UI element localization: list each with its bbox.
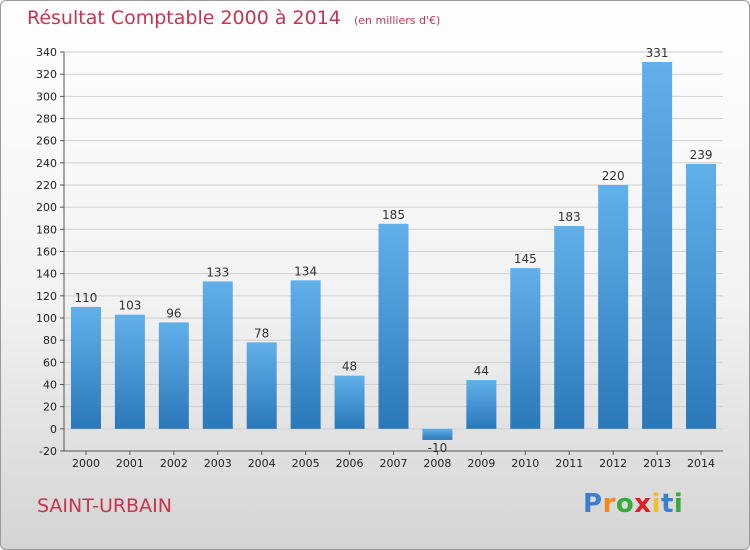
data-label: 110 xyxy=(75,291,98,305)
bar-2009 xyxy=(466,380,497,429)
data-label: 103 xyxy=(118,299,141,313)
place-name: SAINT-URBAIN xyxy=(37,495,172,517)
y-tick-label: 0 xyxy=(50,423,57,436)
bar-2008 xyxy=(422,428,453,440)
data-label: 220 xyxy=(602,169,625,183)
data-labels: 110 103 96 133 78 134 48 185 -10 44 145 183 220 331 23… xyxy=(75,46,713,455)
y-tick-label: 320 xyxy=(36,68,57,81)
brand-letter: i xyxy=(651,489,661,519)
y-tick-label: 20 xyxy=(43,401,57,414)
brand-logo: Proxiti xyxy=(583,489,683,519)
data-label: 133 xyxy=(206,265,229,279)
x-tick-label: 2001 xyxy=(116,457,144,470)
y-tick-label: 240 xyxy=(36,157,57,170)
brand-letter: i xyxy=(673,489,684,519)
bar-2007 xyxy=(378,223,409,429)
data-label: 331 xyxy=(646,46,669,60)
y-tick-label: 140 xyxy=(36,268,57,281)
bar-2004 xyxy=(246,342,277,429)
y-tick-label: 300 xyxy=(36,90,57,103)
y-tick-label: 80 xyxy=(43,334,57,347)
x-tick-label: 2002 xyxy=(160,457,188,470)
y-tick-label: 100 xyxy=(36,312,57,325)
data-label: 185 xyxy=(382,208,405,222)
bar-2013 xyxy=(642,61,673,429)
y-tick-label: 160 xyxy=(36,246,57,259)
brand-letter: x xyxy=(634,489,652,519)
data-label: 239 xyxy=(690,148,713,162)
data-label: 78 xyxy=(254,326,269,340)
data-label: 96 xyxy=(166,306,181,320)
bar-2005 xyxy=(290,280,321,429)
bar-2012 xyxy=(598,185,629,429)
x-tick-label: 2009 xyxy=(467,457,495,470)
bar-2002 xyxy=(158,322,189,429)
chart-title: Résultat Comptable 2000 à 2014 xyxy=(27,7,341,29)
x-tick-label: 2004 xyxy=(248,457,276,470)
data-label: 183 xyxy=(558,210,581,224)
data-label: 145 xyxy=(514,252,537,266)
title-row: Résultat Comptable 2000 à 2014 (en milli… xyxy=(27,7,440,29)
y-tick-label: 220 xyxy=(36,179,57,192)
bars xyxy=(70,61,717,440)
bar-2011 xyxy=(554,226,585,429)
x-tick-label: 2014 xyxy=(687,457,715,470)
y-tick-label: 280 xyxy=(36,113,57,126)
bar-2006 xyxy=(334,375,365,429)
x-tick-label: 2011 xyxy=(555,457,583,470)
y-tick-label: 120 xyxy=(36,290,57,303)
x-tick-label: 2003 xyxy=(204,457,232,470)
bar-2001 xyxy=(114,314,145,429)
x-tick-label: 2012 xyxy=(599,457,627,470)
data-label: -10 xyxy=(428,441,448,455)
bar-2000 xyxy=(70,306,101,429)
brand-letter: r xyxy=(602,489,616,519)
x-tick-label: 2006 xyxy=(336,457,364,470)
y-tick-label: -20 xyxy=(39,445,57,458)
x-tick-label: 2010 xyxy=(511,457,539,470)
axes: -20 0 20 40 60 80 100 120 140 160 180 200 220 240 260 2… xyxy=(36,46,723,470)
y-tick-label: 200 xyxy=(36,201,57,214)
y-tick-label: 260 xyxy=(36,135,57,148)
bar-2010 xyxy=(510,268,541,429)
brand-letter: P xyxy=(583,489,603,519)
x-tick-label: 2005 xyxy=(292,457,320,470)
brand-letter: o xyxy=(615,489,635,519)
x-tick-label: 2000 xyxy=(72,457,100,470)
bar-2003 xyxy=(202,281,233,429)
x-tick-label: 2007 xyxy=(380,457,408,470)
brand-letter: t xyxy=(660,489,674,519)
x-tick-label: 2013 xyxy=(643,457,671,470)
y-tick-label: 40 xyxy=(43,379,57,392)
y-tick-label: 180 xyxy=(36,223,57,236)
bar-2014 xyxy=(686,163,717,429)
data-label: 48 xyxy=(342,360,357,374)
x-tick-label: 2008 xyxy=(423,457,451,470)
y-tick-label: 60 xyxy=(43,356,57,369)
chart-subtitle: (en milliers d'€) xyxy=(353,14,441,27)
data-label: 44 xyxy=(474,364,489,378)
y-tick-label: 340 xyxy=(36,46,57,59)
data-label: 134 xyxy=(294,264,317,278)
